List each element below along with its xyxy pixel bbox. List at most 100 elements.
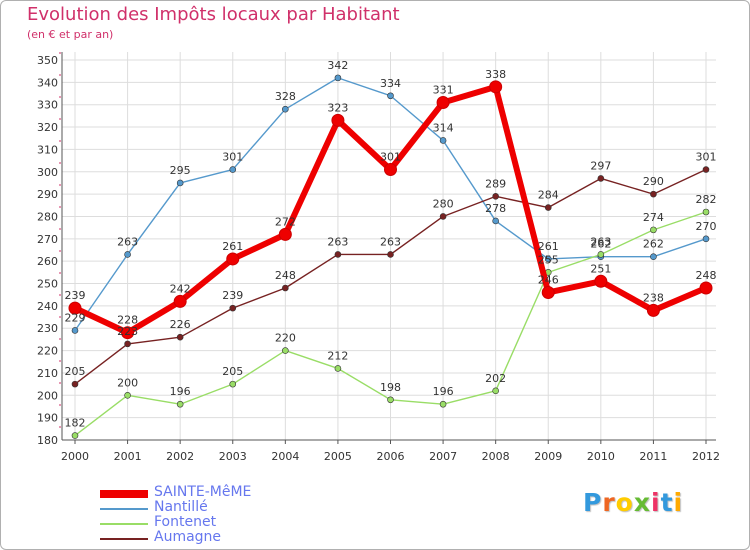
y-tick-label: 250 — [37, 278, 58, 291]
data-point — [331, 113, 345, 127]
data-point — [176, 179, 184, 187]
data-label: 301 — [380, 151, 401, 164]
y-tick-label: 300 — [37, 166, 58, 179]
data-point — [334, 365, 342, 372]
data-point — [334, 251, 342, 258]
data-point — [650, 253, 657, 261]
data-point — [278, 227, 292, 241]
data-label: 223 — [117, 325, 138, 338]
y-tick-label: 230 — [37, 322, 58, 335]
data-point — [439, 213, 447, 220]
grid — [62, 52, 716, 441]
data-point — [68, 301, 82, 315]
data-label: 282 — [696, 193, 717, 206]
data-label: 196 — [433, 385, 454, 398]
y-tick-label: 350 — [37, 54, 58, 67]
data-point — [226, 252, 240, 266]
legend-label: Aumagne — [154, 529, 222, 545]
data-point — [124, 391, 131, 399]
data-label: 342 — [327, 59, 348, 72]
legend-label: Nantillé — [154, 499, 208, 515]
data-label: 198 — [380, 381, 401, 394]
y-tick-label: 240 — [37, 300, 58, 313]
x-tick-label: 2004 — [271, 450, 299, 463]
data-label: 200 — [117, 376, 138, 389]
data-point — [229, 166, 237, 173]
data-point — [387, 92, 394, 100]
data-label: 229 — [65, 311, 86, 324]
data-label: 314 — [433, 121, 454, 134]
axes: 180 190 200 210 220 230 240 250 260 270 280 290 300 3… — [37, 52, 720, 463]
data-point — [492, 217, 499, 225]
data-point — [650, 190, 657, 198]
data-label: 301 — [696, 151, 717, 164]
data-label: 274 — [643, 211, 664, 224]
data-label: 251 — [590, 262, 611, 275]
data-label: 263 — [117, 235, 138, 248]
data-label: 228 — [117, 314, 138, 327]
legend-swatch — [100, 490, 148, 498]
legend-label: SAINTE-MêME — [154, 484, 252, 500]
data-labels: 229 263 295 301 328 342 334 314 278 261 262 262 270 1… — [65, 59, 717, 430]
y-tick-label: 260 — [37, 255, 58, 268]
data-point — [699, 281, 713, 295]
y-tick-label: 280 — [37, 210, 58, 223]
x-tick-label: 2006 — [377, 450, 405, 463]
y-tick-label: 180 — [37, 434, 58, 447]
data-label: 205 — [222, 365, 243, 378]
x-tick-label: 2010 — [587, 450, 615, 463]
data-label: 328 — [275, 90, 296, 103]
data-label: 289 — [485, 177, 506, 190]
data-label: 295 — [170, 164, 191, 177]
y-tick-label: 220 — [37, 345, 58, 358]
x-tick-label: 2005 — [324, 450, 352, 463]
data-point — [702, 235, 710, 243]
data-label: 278 — [485, 202, 506, 215]
data-label: 182 — [65, 417, 86, 430]
data-point — [594, 274, 608, 288]
chart-title: Evolution des Impôts locaux par Habitant — [27, 4, 400, 25]
data-label: 301 — [222, 151, 243, 164]
data-point — [229, 380, 237, 388]
legend-swatch — [100, 523, 148, 525]
data-point — [71, 327, 79, 334]
x-tick-label: 2011 — [639, 450, 667, 463]
data-label: 242 — [170, 282, 191, 295]
legend-label: Fontenet — [154, 514, 217, 530]
data-point — [541, 285, 555, 299]
data-label: 263 — [327, 235, 348, 248]
data-point — [436, 95, 450, 109]
x-tick-label: 2007 — [429, 450, 457, 463]
data-point — [387, 251, 394, 258]
data-label: 238 — [643, 291, 664, 304]
x-tick-label: 2008 — [482, 450, 510, 463]
data-label: 280 — [433, 197, 454, 210]
data-point — [597, 251, 605, 258]
data-label: 331 — [433, 83, 454, 96]
proxiti-logo: Proxiti — [583, 488, 684, 517]
x-tick-label: 2000 — [61, 450, 89, 463]
data-label: 239 — [65, 289, 86, 302]
y-tick-label: 200 — [37, 389, 58, 402]
data-point — [650, 226, 657, 234]
data-label: 248 — [275, 269, 296, 282]
data-label: 255 — [538, 253, 559, 266]
legend-swatch — [100, 538, 148, 540]
data-label: 290 — [643, 175, 664, 188]
y-tick-label: 290 — [37, 188, 58, 201]
y-tick-label: 270 — [37, 233, 58, 246]
data-point — [176, 400, 184, 408]
x-tick-label: 2009 — [534, 450, 562, 463]
plot-area — [62, 52, 716, 440]
data-point — [282, 105, 289, 113]
data-label: 263 — [380, 235, 401, 248]
data-label: 297 — [590, 159, 611, 172]
y-tick-label: 320 — [37, 121, 58, 134]
data-label: 263 — [590, 235, 611, 248]
data-point — [121, 326, 135, 340]
data-label: 261 — [222, 240, 243, 253]
data-point — [71, 432, 79, 439]
data-point — [229, 304, 237, 312]
series-layer — [68, 74, 713, 439]
data-point — [544, 255, 552, 263]
